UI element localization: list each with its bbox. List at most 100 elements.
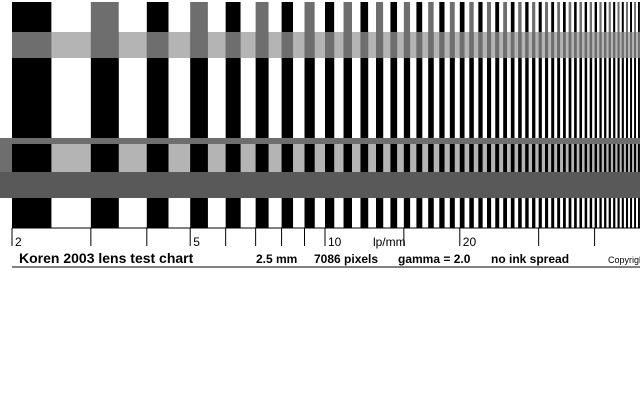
strip-bar-dark <box>469 32 474 58</box>
strip-bar-dark <box>599 32 602 58</box>
bottom-bar <box>90 198 119 228</box>
top-bar-light <box>454 2 460 32</box>
top-bar-light <box>433 2 440 32</box>
bottom-bar <box>638 198 640 228</box>
strip-bar-light <box>632 144 635 172</box>
scale-label: lp/mm <box>373 235 406 249</box>
bottom-bar <box>486 198 492 228</box>
main-bar-pattern <box>12 58 640 138</box>
bottom-bar <box>563 198 566 228</box>
top-bar-dark <box>390 2 398 32</box>
strip-bar-dark <box>225 144 241 172</box>
strip-bar-light <box>507 32 511 58</box>
top-bar-light <box>632 2 635 32</box>
top-bar-light <box>293 2 305 32</box>
strip-bar-dark <box>416 144 423 172</box>
main-bar <box>518 58 522 138</box>
bottom-bar <box>469 198 474 228</box>
top-bar-dark <box>449 2 455 32</box>
strip-bar-dark <box>343 32 352 58</box>
strip-bar-dark <box>589 32 593 58</box>
strip-bar-light <box>619 144 622 172</box>
top-bar-light <box>118 2 147 32</box>
top-bar-dark <box>599 2 602 32</box>
strip-bar-dark <box>469 144 474 172</box>
bottom-bar <box>495 198 500 228</box>
main-bar <box>625 58 629 138</box>
strip-bar-dark <box>568 144 572 172</box>
bottom-bar <box>630 198 633 228</box>
strip-bar-dark <box>638 144 640 172</box>
top-bar-light <box>168 2 191 32</box>
strip-bar-dark <box>518 32 522 58</box>
strip-bar-dark <box>634 144 637 172</box>
strip-bar-dark <box>90 32 119 58</box>
main-bar <box>416 58 423 138</box>
strip-bar-dark <box>579 32 583 58</box>
strip-bar-light <box>535 144 539 172</box>
top-bar-dark <box>459 2 465 32</box>
strip-bar-light <box>473 32 479 58</box>
top-bar-light <box>410 2 417 32</box>
bottom-bar <box>376 198 384 228</box>
strip-bar-light <box>528 144 533 172</box>
top-bar-dark <box>343 2 352 32</box>
main-bar <box>589 58 593 138</box>
top-bar-light <box>368 2 377 32</box>
strip-bar-dark <box>525 144 529 172</box>
top-bar-dark <box>510 2 515 32</box>
main-bar <box>146 58 169 138</box>
strip-bar-light <box>422 144 429 172</box>
strip-bar-dark <box>90 144 119 172</box>
strip-bar-light <box>528 32 533 58</box>
strip-bar-dark <box>478 144 483 172</box>
bottom-bar <box>403 198 411 228</box>
main-bar <box>469 58 474 138</box>
main-bar <box>557 58 561 138</box>
bottom-bar <box>439 198 445 228</box>
strip-bar-dark <box>608 144 611 172</box>
top-bar-dark <box>574 2 577 32</box>
strip-bar-light <box>482 32 487 58</box>
main-bar <box>545 58 549 138</box>
top-bar-dark <box>190 2 208 32</box>
top-bar-light <box>352 2 361 32</box>
top-bar-light <box>207 2 226 32</box>
bottom-bar <box>613 198 616 228</box>
strip-bar-light <box>615 144 618 172</box>
strip-bar-light <box>499 32 504 58</box>
bottom-bar <box>584 198 588 228</box>
top-bar-dark <box>281 2 294 32</box>
top-bar-dark <box>630 2 633 32</box>
strip-bar-dark <box>325 32 335 58</box>
strip-bar-dark <box>190 144 208 172</box>
top-bar-dark <box>545 2 549 32</box>
strip-bar-light <box>397 144 404 172</box>
strip-bar-light <box>464 32 470 58</box>
strip-bar-light <box>293 32 305 58</box>
bottom-bar <box>599 198 602 228</box>
bottom-bar <box>510 198 515 228</box>
top-bar-light <box>587 2 590 32</box>
strip-bar-dark <box>255 144 269 172</box>
top-bar-light <box>422 2 429 32</box>
strip-bar-dark <box>439 144 445 172</box>
strip-bar-dark <box>621 32 624 58</box>
strip-bar-dark <box>532 32 536 58</box>
strip-bar-dark <box>551 32 555 58</box>
main-bar <box>638 58 640 138</box>
strip-bar-light <box>433 144 440 172</box>
strip-bar-light <box>352 32 361 58</box>
strip-bar-light <box>51 32 91 58</box>
strip-bar-dark <box>12 32 52 58</box>
strip-bar-dark <box>557 32 561 58</box>
strip-bar-light <box>565 32 569 58</box>
top-bar-dark <box>551 2 555 32</box>
main-bar <box>579 58 583 138</box>
bottom-bar <box>360 198 369 228</box>
top-bar-dark <box>495 2 500 32</box>
bottom-bar <box>525 198 529 228</box>
main-bar <box>190 58 208 138</box>
strip-bar-light <box>582 32 585 58</box>
top-bar-dark <box>634 2 637 32</box>
